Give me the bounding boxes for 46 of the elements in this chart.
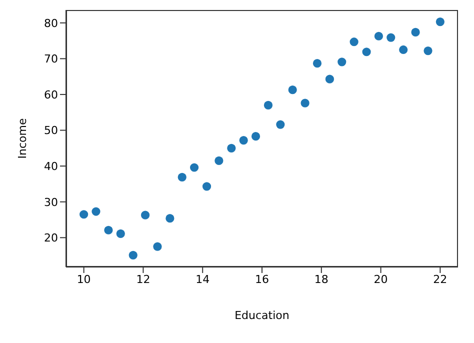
y-tick-label: 30 [44,196,58,209]
point [288,86,297,94]
y-tick-label: 50 [44,124,58,138]
x-axis-title: Education [234,309,290,322]
point [239,136,248,145]
point [202,182,212,191]
point [251,132,260,141]
x-tick-label: 22 [433,272,448,286]
point [227,144,236,152]
point [325,74,334,84]
point [190,163,199,172]
y-tick-label: 80 [44,16,58,30]
x-tick-label: 16 [255,272,269,286]
point [80,210,88,219]
point [128,250,138,260]
point [399,45,408,54]
point [350,38,358,46]
point [386,33,396,42]
point [178,172,186,182]
point [92,207,100,216]
point [166,214,174,223]
x-tick-label: 10 [76,272,91,286]
point [140,210,150,220]
x-tick-label: 20 [374,272,388,286]
point [362,48,371,56]
point [338,58,346,66]
y-tick-label: 70 [44,52,58,66]
point [312,59,322,68]
y-tick-label: 60 [44,88,58,102]
point [116,229,125,238]
point [153,242,162,251]
point [374,32,384,40]
y-tick-label: 40 [44,160,58,173]
point [411,28,420,36]
x-tick-label: 12 [136,272,150,286]
y-tick-label: 20 [44,232,58,245]
point [436,18,444,26]
x-tick-label: 18 [314,272,328,286]
point [264,100,273,110]
y-axis-title: Income [16,118,29,159]
point [300,98,310,108]
point [276,120,285,129]
point [214,156,224,165]
point [424,46,432,56]
point [104,226,113,234]
x-tick-label: 14 [196,272,210,286]
